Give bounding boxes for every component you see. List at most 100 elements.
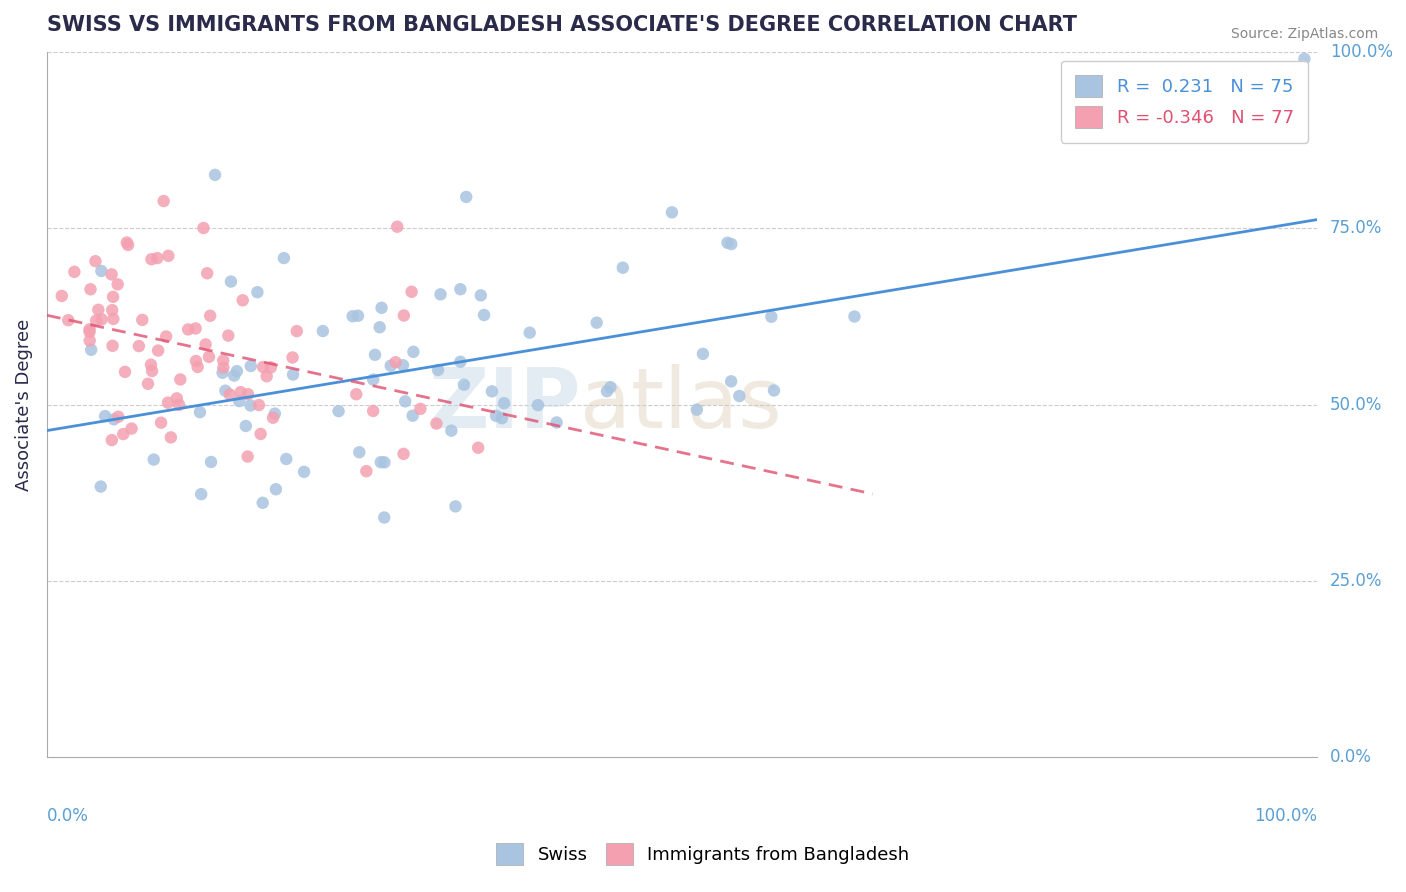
Point <box>356 464 378 478</box>
Point <box>456 190 478 204</box>
Point <box>117 238 139 252</box>
Point <box>236 450 259 464</box>
Point <box>392 358 415 372</box>
Point <box>79 282 101 296</box>
Point <box>494 396 516 410</box>
Point <box>239 399 262 413</box>
Point <box>342 310 364 324</box>
Point <box>103 312 125 326</box>
Point <box>444 500 467 514</box>
Point <box>349 445 371 459</box>
Text: 0.0%: 0.0% <box>1330 748 1372 766</box>
Point <box>252 496 274 510</box>
Point <box>212 360 235 375</box>
Point <box>312 324 335 338</box>
Point <box>720 375 742 389</box>
Point <box>387 219 409 234</box>
Point <box>481 384 503 399</box>
Point <box>344 387 367 401</box>
Point <box>370 455 392 469</box>
Point <box>101 339 124 353</box>
Point <box>844 310 866 324</box>
Point <box>472 308 495 322</box>
Point <box>281 368 304 382</box>
Text: 75.0%: 75.0% <box>1330 219 1382 237</box>
Point <box>236 387 259 401</box>
Point <box>394 394 416 409</box>
Point <box>90 312 112 326</box>
Point <box>232 293 254 308</box>
Point <box>229 385 252 400</box>
Point <box>167 398 190 412</box>
Point <box>370 301 392 315</box>
Point <box>285 324 308 338</box>
Point <box>239 359 262 373</box>
Text: 25.0%: 25.0% <box>1330 572 1382 590</box>
Point <box>519 326 541 340</box>
Point <box>612 260 634 275</box>
Point <box>94 409 117 424</box>
Point <box>470 288 492 302</box>
Point <box>217 328 239 343</box>
Point <box>247 398 270 412</box>
Point <box>347 309 370 323</box>
Legend: R =  0.231   N = 75, R = -0.346   N = 77: R = 0.231 N = 75, R = -0.346 N = 77 <box>1060 61 1308 143</box>
Point <box>328 404 350 418</box>
Point <box>264 482 287 496</box>
Point <box>190 487 212 501</box>
Point <box>103 412 125 426</box>
Point <box>260 360 283 375</box>
Point <box>156 395 179 409</box>
Point <box>546 416 568 430</box>
Text: ZIP: ZIP <box>427 364 581 445</box>
Text: SWISS VS IMMIGRANTS FROM BANGLADESH ASSOCIATE'S DEGREE CORRELATION CHART: SWISS VS IMMIGRANTS FROM BANGLADESH ASSO… <box>46 15 1077 35</box>
Point <box>361 373 384 387</box>
Point <box>440 424 463 438</box>
Point <box>384 355 406 369</box>
Text: 0.0%: 0.0% <box>46 806 89 825</box>
Point <box>90 264 112 278</box>
Point <box>198 350 221 364</box>
Point <box>211 366 233 380</box>
Point <box>380 359 402 373</box>
Point <box>219 275 242 289</box>
Point <box>100 268 122 282</box>
Point <box>596 384 619 399</box>
Point <box>136 376 159 391</box>
Point <box>599 380 621 394</box>
Point <box>80 343 103 357</box>
Y-axis label: Associate's Degree: Associate's Degree <box>15 318 32 491</box>
Point <box>263 407 285 421</box>
Point <box>101 290 124 304</box>
Point <box>101 433 124 447</box>
Point <box>429 287 451 301</box>
Text: atlas: atlas <box>581 364 782 445</box>
Point <box>402 344 425 359</box>
Point <box>686 402 709 417</box>
Point <box>281 351 304 365</box>
Point <box>527 398 550 412</box>
Point <box>212 353 235 368</box>
Point <box>114 365 136 379</box>
Point <box>720 237 742 252</box>
Point <box>361 404 384 418</box>
Point <box>160 430 183 444</box>
Point <box>373 510 395 524</box>
Point <box>131 313 153 327</box>
Point <box>193 221 215 235</box>
Point <box>63 265 86 279</box>
Point <box>139 358 162 372</box>
Point <box>146 343 169 358</box>
Point <box>184 354 207 368</box>
Point <box>762 384 785 398</box>
Point <box>262 410 284 425</box>
Point <box>121 421 143 435</box>
Point <box>228 394 250 409</box>
Point <box>90 479 112 493</box>
Point <box>401 285 423 299</box>
Point <box>58 313 80 327</box>
Point <box>218 387 240 401</box>
Point <box>200 455 222 469</box>
Point <box>188 405 211 419</box>
Point <box>79 322 101 336</box>
